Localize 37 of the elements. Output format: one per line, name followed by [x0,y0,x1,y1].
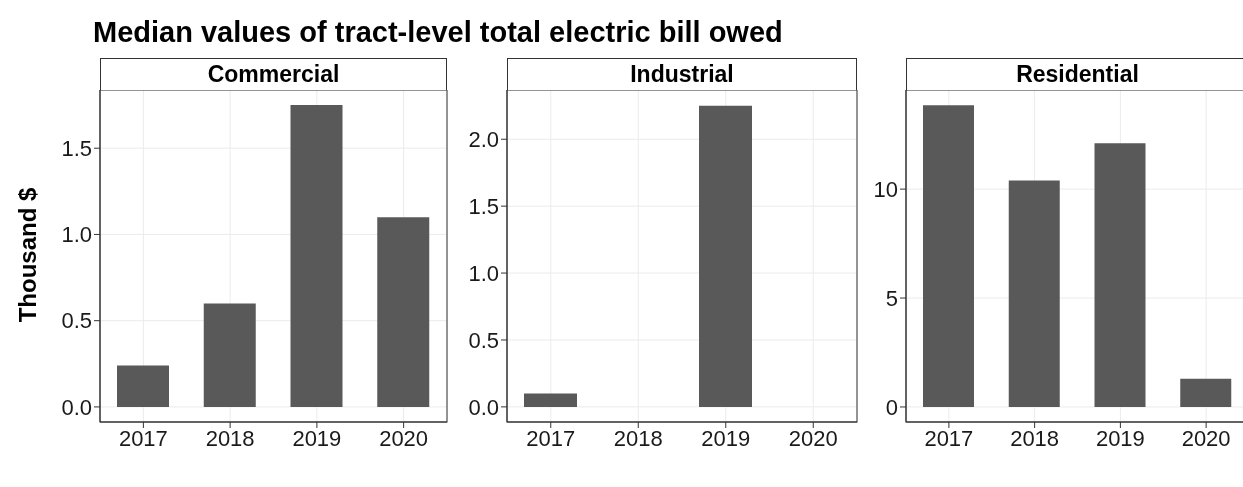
y-tick-label: 1.0 [61,222,92,248]
x-tick-label: 2018 [205,425,255,451]
x-tick-label: 2018 [1010,425,1060,451]
bar [203,303,256,407]
chart-subtitle: Residential [906,58,1243,90]
y-tick-label: 0.5 [468,327,499,353]
bar [923,105,974,407]
bar [290,105,343,407]
chart-subtitle: Industrial [507,58,857,90]
chart-subtitle: Commercial [100,58,447,90]
bar [117,365,169,407]
y-tick-label: 0 [885,394,898,420]
y-tick-label: 0.5 [61,308,92,334]
bar [377,217,430,407]
y-tick-label: 0.0 [61,394,92,420]
x-tick-label: 2019 [1095,425,1145,451]
bar [1094,143,1146,407]
y-tick-label: 1.0 [468,260,499,286]
x-tick-label: 2018 [613,425,663,451]
y-tick-label: 1.5 [61,136,92,162]
x-tick-label: 2017 [118,425,168,451]
x-tick-label: 2020 [788,425,838,451]
bar [1008,180,1060,407]
x-tick-label: 2017 [924,425,974,451]
x-tick-label: 2019 [292,425,342,451]
chart-title: Median values of tract-level total electric bill owed [92,15,784,50]
x-tick-label: 2019 [701,425,751,451]
y-tick-label: 10 [873,176,898,202]
y-tick-label: 2.0 [468,127,499,153]
y-tick-label: 1.5 [468,193,499,219]
x-tick-label: 2017 [526,425,576,451]
x-tick-label: 2020 [1181,425,1231,451]
y-axis-title: Thousand $ [14,187,42,323]
bar [1180,378,1232,407]
y-tick-label: 5 [885,285,898,311]
x-tick-label: 2020 [379,425,429,451]
y-tick-label: 0.0 [468,394,499,420]
